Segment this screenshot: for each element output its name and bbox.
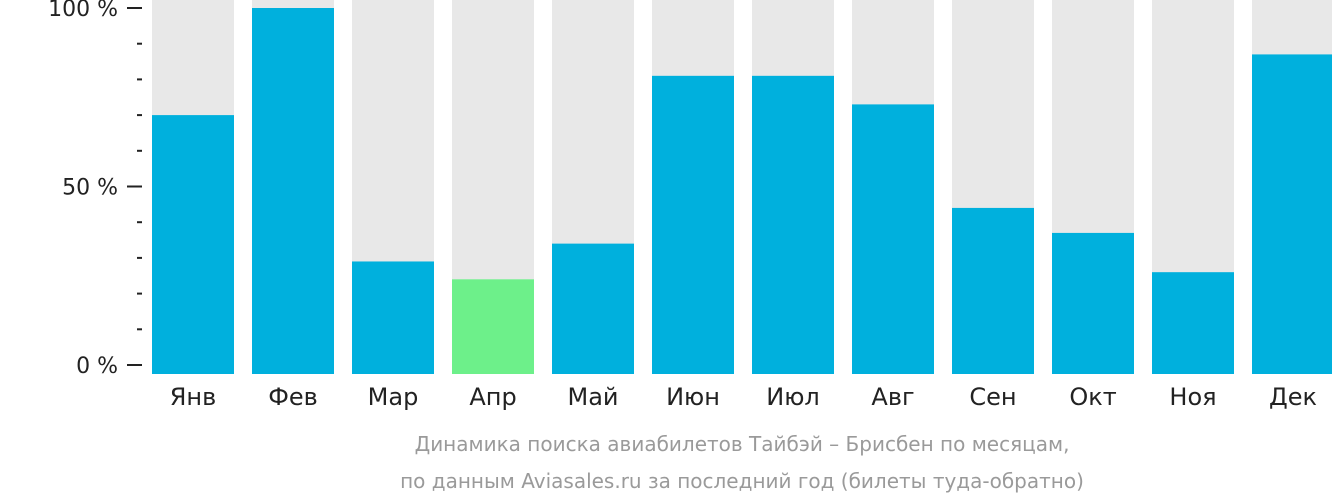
x-tick-label: Июл — [766, 383, 820, 411]
bar-2 — [252, 8, 334, 374]
x-tick-label: Янв — [170, 383, 217, 411]
bar-7 — [752, 75, 834, 374]
x-tick-label: Сен — [969, 383, 1016, 411]
x-tick-label: Май — [567, 383, 618, 411]
data-bars — [152, 8, 1332, 374]
x-tick-label: Авг — [871, 383, 914, 411]
bar-10 — [1052, 232, 1134, 374]
x-tick-label: Окт — [1069, 383, 1116, 411]
bar-8 — [852, 104, 934, 374]
bar-3 — [352, 261, 434, 374]
bar-11 — [1152, 272, 1234, 374]
chart-caption-line-2: по данным Aviasales.ru за последний год … — [400, 469, 1084, 493]
y-tick-label: 50 % — [62, 176, 118, 201]
bar-1 — [152, 115, 234, 374]
chart-caption-line-1: Динамика поиска авиабилетов Тайбэй – Бри… — [415, 432, 1070, 456]
bar-9 — [952, 207, 1034, 374]
bar-6 — [652, 75, 734, 374]
x-tick-label: Дек — [1269, 383, 1317, 411]
x-tick-label: Июн — [666, 383, 720, 411]
x-tick-label: Ноя — [1169, 383, 1216, 411]
y-tick-label: 100 % — [48, 0, 118, 22]
x-axis-labels: Янв Фев Мар Апр Май Июн Июл Авг Сен Окт Ноя Дек — [170, 383, 1317, 411]
y-axis: 0 % 50 % 100 % — [48, 0, 142, 379]
x-tick-label: Мар — [368, 383, 419, 411]
x-tick-label: Апр — [469, 383, 516, 411]
bar-5 — [552, 243, 634, 374]
bar-12 — [1252, 54, 1332, 374]
x-tick-label: Фев — [268, 383, 318, 411]
bar-4 — [452, 279, 534, 374]
y-tick-label: 0 % — [76, 354, 118, 379]
